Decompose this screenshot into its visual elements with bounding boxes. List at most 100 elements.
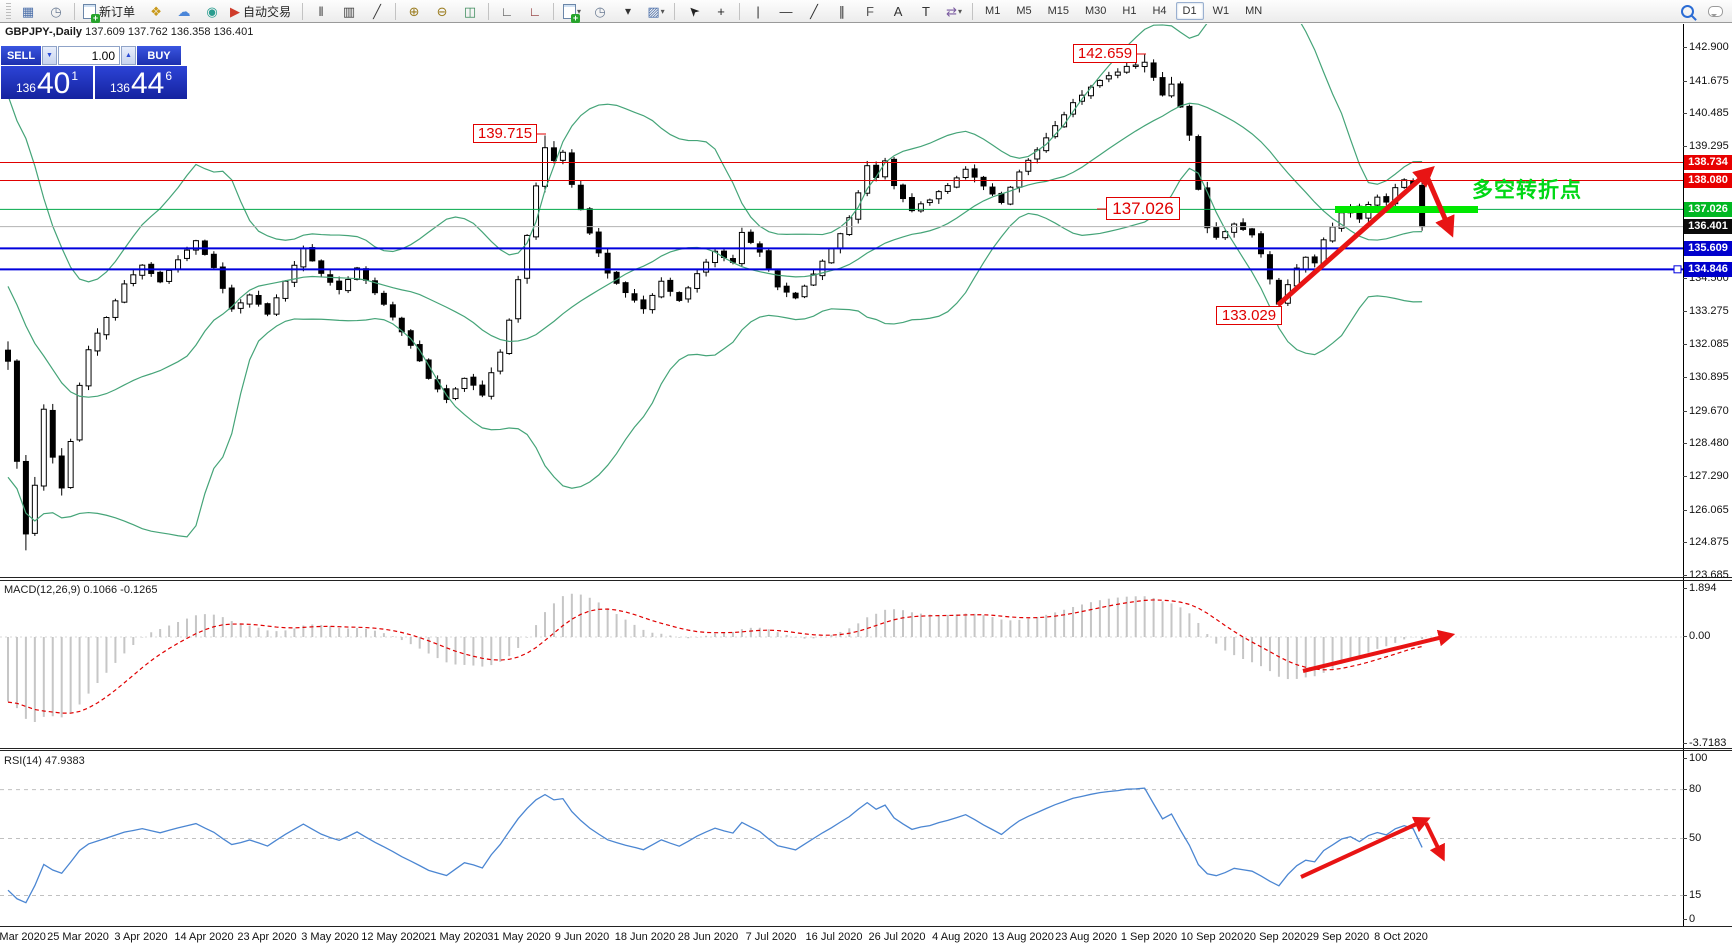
new-chart-icon[interactable]: ▦	[15, 1, 41, 21]
add-indicator-button[interactable]: ▾	[559, 1, 585, 23]
text-icon[interactable]: A	[885, 1, 911, 21]
price-axis-badge: 138.734	[1684, 154, 1732, 170]
autotrading-button-glyph: ▶	[230, 3, 241, 19]
channel-icon-glyph: ∥	[838, 3, 846, 19]
date-axis-label: 14 Apr 2020	[174, 931, 234, 943]
price-axis-tick: 123.685	[1683, 569, 1729, 582]
fibonacci-icon[interactable]: F	[857, 1, 883, 21]
timeframe-m15[interactable]: M15	[1047, 5, 1069, 17]
date-axis-label: 13 Aug 2020	[992, 931, 1054, 943]
metaeditor-icon[interactable]: ❖	[143, 1, 169, 21]
price-axis-tick: 141.675	[1683, 74, 1729, 87]
rsi-axis-tick: 80	[1682, 782, 1702, 795]
candle-chart-icon[interactable]: ▥	[336, 1, 362, 21]
sell-button[interactable]: SELL	[1, 46, 41, 65]
price-axis-tick: 142.900	[1683, 41, 1729, 53]
zoom-in-icon[interactable]: ⊕	[401, 1, 427, 21]
macd-axis-tick: 1.894	[1683, 582, 1717, 594]
timeframe-h4[interactable]: H4	[1152, 5, 1167, 17]
turning-point-annotation[interactable]: 多空转折点	[1472, 179, 1582, 202]
buy-button[interactable]: BUY	[137, 46, 181, 65]
profiles-icon[interactable]: ◷	[43, 1, 69, 21]
horizontal-line-icon[interactable]: —	[773, 1, 799, 21]
cursor-icon[interactable]: ➤	[680, 1, 706, 21]
main-toolbar: ▦◷新订单❖☁◉▶自动交易‖▥╱⊕⊖◫∟∟▾◷▾▨▾➤+|—╱∥FAT⇄▾M1M…	[0, 0, 1732, 23]
signals-icon[interactable]: ◉	[199, 1, 225, 21]
new-order-button-label: 新订单	[99, 4, 136, 19]
price-axis-tick: 139.295	[1683, 140, 1729, 153]
price-axis-tick: 130.895	[1683, 370, 1729, 383]
date-axis-label: 16 Mar 2020	[0, 931, 46, 943]
chat-button[interactable]	[1702, 1, 1728, 21]
buy-price-prefix: 136	[109, 81, 130, 95]
sell-price[interactable]: 136 40 1	[1, 66, 93, 99]
autotrading-button[interactable]: ▶ 自动交易	[227, 1, 297, 21]
trendline-icon[interactable]: ╱	[801, 1, 827, 21]
tile-windows-icon[interactable]: ◫	[457, 1, 483, 21]
price-axis-tick: 126.065	[1683, 503, 1729, 516]
rsi-axis-tick: 15	[1682, 888, 1702, 901]
volume-decrease-button[interactable]: ▼	[42, 46, 57, 65]
toolbar-grip	[6, 3, 11, 19]
date-axis-label: 4 Aug 2020	[932, 931, 988, 943]
buy-price-pip: 6	[165, 69, 173, 83]
trendline-icon-glyph: ╱	[810, 3, 818, 19]
cursor-icon-glyph: ➤	[683, 1, 703, 21]
community-icon-glyph: ☁	[177, 3, 191, 19]
price-annotation-label[interactable]: 137.026	[1106, 197, 1180, 220]
indicator-list-icon-glyph: ∟	[528, 3, 542, 19]
arrows-icon[interactable]: ⇄ ▾	[941, 1, 967, 21]
date-axis-label: 26 Jul 2020	[868, 931, 926, 943]
date-axis-label: 3 Apr 2020	[114, 931, 168, 943]
chat-icon	[1707, 5, 1723, 17]
search-button[interactable]	[1674, 1, 1700, 21]
toolbar-separator	[302, 2, 304, 20]
timeframe-h1[interactable]: H1	[1122, 5, 1137, 17]
date-axis-label: 16 Jul 2020	[805, 931, 863, 943]
indicator-list-icon[interactable]: ∟	[522, 1, 548, 21]
volume-increase-button[interactable]: ▲	[121, 46, 136, 65]
volume-input[interactable]	[58, 46, 120, 65]
zoom-in-icon-glyph: ⊕	[408, 3, 420, 19]
date-axis-label: 28 Jun 2020	[677, 931, 739, 943]
price-annotation-label[interactable]: 133.029	[1216, 306, 1282, 325]
timeframe-m5[interactable]: M5	[1016, 5, 1032, 17]
crosshair-icon-glyph: +	[717, 3, 725, 19]
vertical-line-icon[interactable]: |	[745, 1, 771, 21]
indicators-window-icon[interactable]: ∟	[494, 1, 520, 21]
dropdown-caret-icon: ▾	[577, 6, 582, 16]
new-document-icon	[563, 3, 581, 23]
text-label-icon[interactable]: T	[913, 1, 939, 21]
toolbar-separator	[739, 2, 741, 20]
bar-chart-icon[interactable]: ‖	[308, 1, 334, 21]
timeframe-w1[interactable]: W1	[1212, 5, 1230, 17]
profiles-icon-glyph: ◷	[50, 3, 62, 19]
autotrading-button-label: 自动交易	[243, 4, 292, 19]
new-order-button[interactable]: 新订单	[80, 1, 141, 23]
price-axis-tick: 128.480	[1683, 437, 1729, 450]
crosshair-icon[interactable]: +	[708, 1, 734, 21]
date-axis-label: 18 Jun 2020	[614, 931, 676, 943]
timeframe-m1[interactable]: M1	[985, 5, 1001, 17]
date-axis-label: 10 Sep 2020	[1180, 931, 1244, 943]
price-annotation-label[interactable]: 139.715	[473, 124, 537, 143]
line-chart-icon[interactable]: ╱	[364, 1, 390, 21]
period-dropdown[interactable]: ▾	[625, 4, 632, 18]
date-axis-label: 9 Jun 2020	[554, 931, 610, 943]
timeframe-d1[interactable]: D1	[1175, 2, 1204, 20]
timeframe-m30[interactable]: M30	[1085, 5, 1107, 17]
buy-price[interactable]: 136 44 6	[95, 66, 187, 99]
one-click-trading-panel: SELL ▼ ▲ BUY 136 40 1 136 44 6	[1, 46, 187, 99]
timeframe-mn[interactable]: MN	[1245, 5, 1263, 17]
zoom-out-icon[interactable]: ⊖	[429, 1, 455, 21]
price-annotation-label[interactable]: 142.659	[1073, 44, 1137, 63]
fibonacci-icon-glyph: F	[866, 3, 874, 19]
period-clock-icon[interactable]: ◷	[587, 1, 613, 21]
channel-icon[interactable]: ∥	[829, 1, 855, 21]
candle-chart-icon-glyph: ▥	[342, 3, 356, 19]
community-icon[interactable]: ☁	[171, 1, 197, 21]
templates-icon[interactable]: ▨ ▾	[643, 1, 669, 21]
price-axis-tick: 124.875	[1683, 536, 1729, 549]
